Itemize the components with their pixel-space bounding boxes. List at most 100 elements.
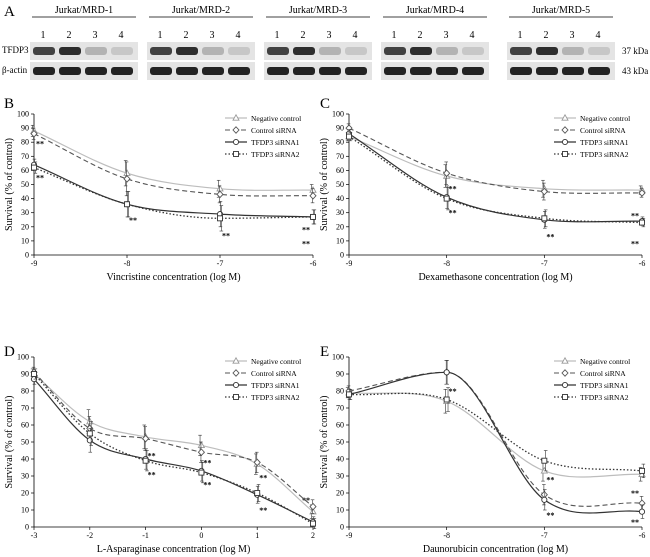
- significance-mark: **: [546, 475, 554, 484]
- series-line: [348, 392, 643, 472]
- x-axis-label: Dexamethasone concentration (log M): [418, 272, 572, 283]
- legend-entry: Negative control: [225, 356, 301, 366]
- series-line: [33, 164, 314, 218]
- chart-panel-c: C 0 10 20 30 40 50 60 70 80 90 100 -9 -8 -7 -6 Dexametha…: [319, 96, 646, 283]
- protein-band: [33, 47, 55, 55]
- x-tick-label: -9: [31, 259, 38, 268]
- y-tick-label: 0: [340, 523, 344, 532]
- x-axis-label: Daunorubicin concentration (log M): [423, 544, 568, 555]
- y-tick-label: 50: [336, 438, 344, 447]
- protein-band: [345, 47, 367, 55]
- lane-label: 1: [41, 30, 46, 41]
- x-tick-label: -9: [346, 259, 353, 268]
- y-tick-label: 50: [21, 438, 29, 447]
- y-tick-label: 10: [21, 236, 29, 245]
- protein-band: [267, 67, 289, 75]
- y-tick-label: 20: [21, 489, 29, 498]
- data-point-marker: [232, 356, 240, 364]
- x-tick-label: -7: [217, 259, 224, 268]
- data-point-marker: [309, 507, 317, 515]
- chart-panel-b: B 0 10 20 30 40 50 60 70 80 90 100 -9 -8 -7 -6 Vincristi…: [4, 96, 317, 283]
- y-tick-label: 30: [336, 208, 344, 217]
- data-point-marker: [86, 417, 94, 425]
- group-label: Jurkat/MRD-3: [289, 5, 347, 16]
- y-tick-label: 100: [332, 353, 344, 362]
- group-label: Jurkat/MRD-5: [532, 5, 590, 16]
- legend-label: TFDP3 siRNA2: [251, 150, 300, 159]
- series-line: [348, 371, 643, 514]
- protein-band: [202, 47, 224, 55]
- series-line: [33, 133, 314, 197]
- data-point-marker: [232, 369, 240, 377]
- significance-mark: **: [222, 231, 230, 240]
- data-point-marker: [346, 391, 352, 398]
- legend-entry: TFDP3 siRNA1: [554, 138, 629, 147]
- data-point-marker: [443, 396, 450, 403]
- y-tick-label: 90: [21, 370, 29, 379]
- lane-label: 3: [444, 30, 449, 41]
- significance-mark: **: [631, 489, 639, 498]
- data-point-marker: [541, 496, 548, 503]
- y-tick-label: 0: [25, 251, 29, 260]
- legend-entry: Control siRNA: [554, 126, 626, 135]
- series-line: [33, 166, 314, 219]
- significance-mark: **: [631, 518, 639, 527]
- y-tick-label: 80: [21, 138, 29, 147]
- significance-mark: **: [546, 233, 554, 242]
- protein-band: [345, 67, 367, 75]
- y-tick-label: 50: [336, 180, 344, 189]
- protein-band: [176, 47, 198, 55]
- data-point-marker: [443, 369, 450, 376]
- group-label: Jurkat/MRD-1: [55, 5, 113, 16]
- panel-label: E: [320, 344, 329, 360]
- series-line: [33, 130, 314, 191]
- y-tick-label: 60: [21, 421, 29, 430]
- protein-band: [462, 67, 484, 75]
- series-4: [31, 368, 317, 530]
- x-tick-label: -2: [86, 531, 93, 540]
- lane-label: 1: [275, 30, 280, 41]
- y-tick-label: 80: [21, 387, 29, 396]
- x-tick-label: -1: [142, 531, 149, 540]
- blot-strip: [30, 42, 138, 60]
- data-point-marker: [197, 441, 206, 449]
- significance-mark: **: [449, 209, 457, 218]
- y-tick-label: 20: [336, 489, 344, 498]
- protein-band: [293, 47, 315, 55]
- lane-label: 2: [544, 30, 549, 41]
- y-tick-label: 30: [336, 472, 344, 481]
- data-point-marker: [232, 126, 240, 134]
- protein-band: [111, 67, 133, 75]
- protein-band: [228, 67, 250, 75]
- legend-label: TFDP3 siRNA1: [580, 381, 629, 390]
- x-tick-label: -6: [639, 531, 646, 540]
- size-label: 37 kDa: [622, 46, 648, 56]
- y-tick-label: 10: [336, 506, 344, 515]
- lane-label: 2: [301, 30, 306, 41]
- y-tick-label: 100: [17, 110, 29, 119]
- protein-band: [59, 47, 81, 55]
- data-point-marker: [443, 195, 450, 202]
- significance-mark: **: [302, 240, 310, 249]
- blot-strip: [147, 62, 255, 80]
- protein-band: [33, 67, 55, 75]
- series-1: [30, 124, 317, 198]
- legend-entry: TFDP3 siRNA1: [225, 381, 300, 390]
- data-point-marker: [639, 467, 645, 474]
- row-label: TFDP3: [2, 45, 29, 55]
- protein-band: [267, 47, 289, 55]
- series-line: [33, 373, 314, 513]
- data-point-marker: [309, 502, 317, 511]
- group-label: Jurkat/MRD-4: [406, 5, 464, 16]
- data-point-marker: [232, 113, 240, 121]
- significance-mark: **: [449, 387, 457, 396]
- legend-entry: Control siRNA: [225, 369, 297, 378]
- data-point-marker: [541, 457, 548, 464]
- data-point-marker: [310, 213, 316, 220]
- legend-label: Negative control: [251, 357, 301, 366]
- y-axis-label: Survival (% of control): [319, 138, 330, 231]
- legend-label: Control siRNA: [251, 126, 297, 135]
- data-point-marker: [232, 138, 240, 146]
- legend-entry: Negative control: [554, 113, 630, 123]
